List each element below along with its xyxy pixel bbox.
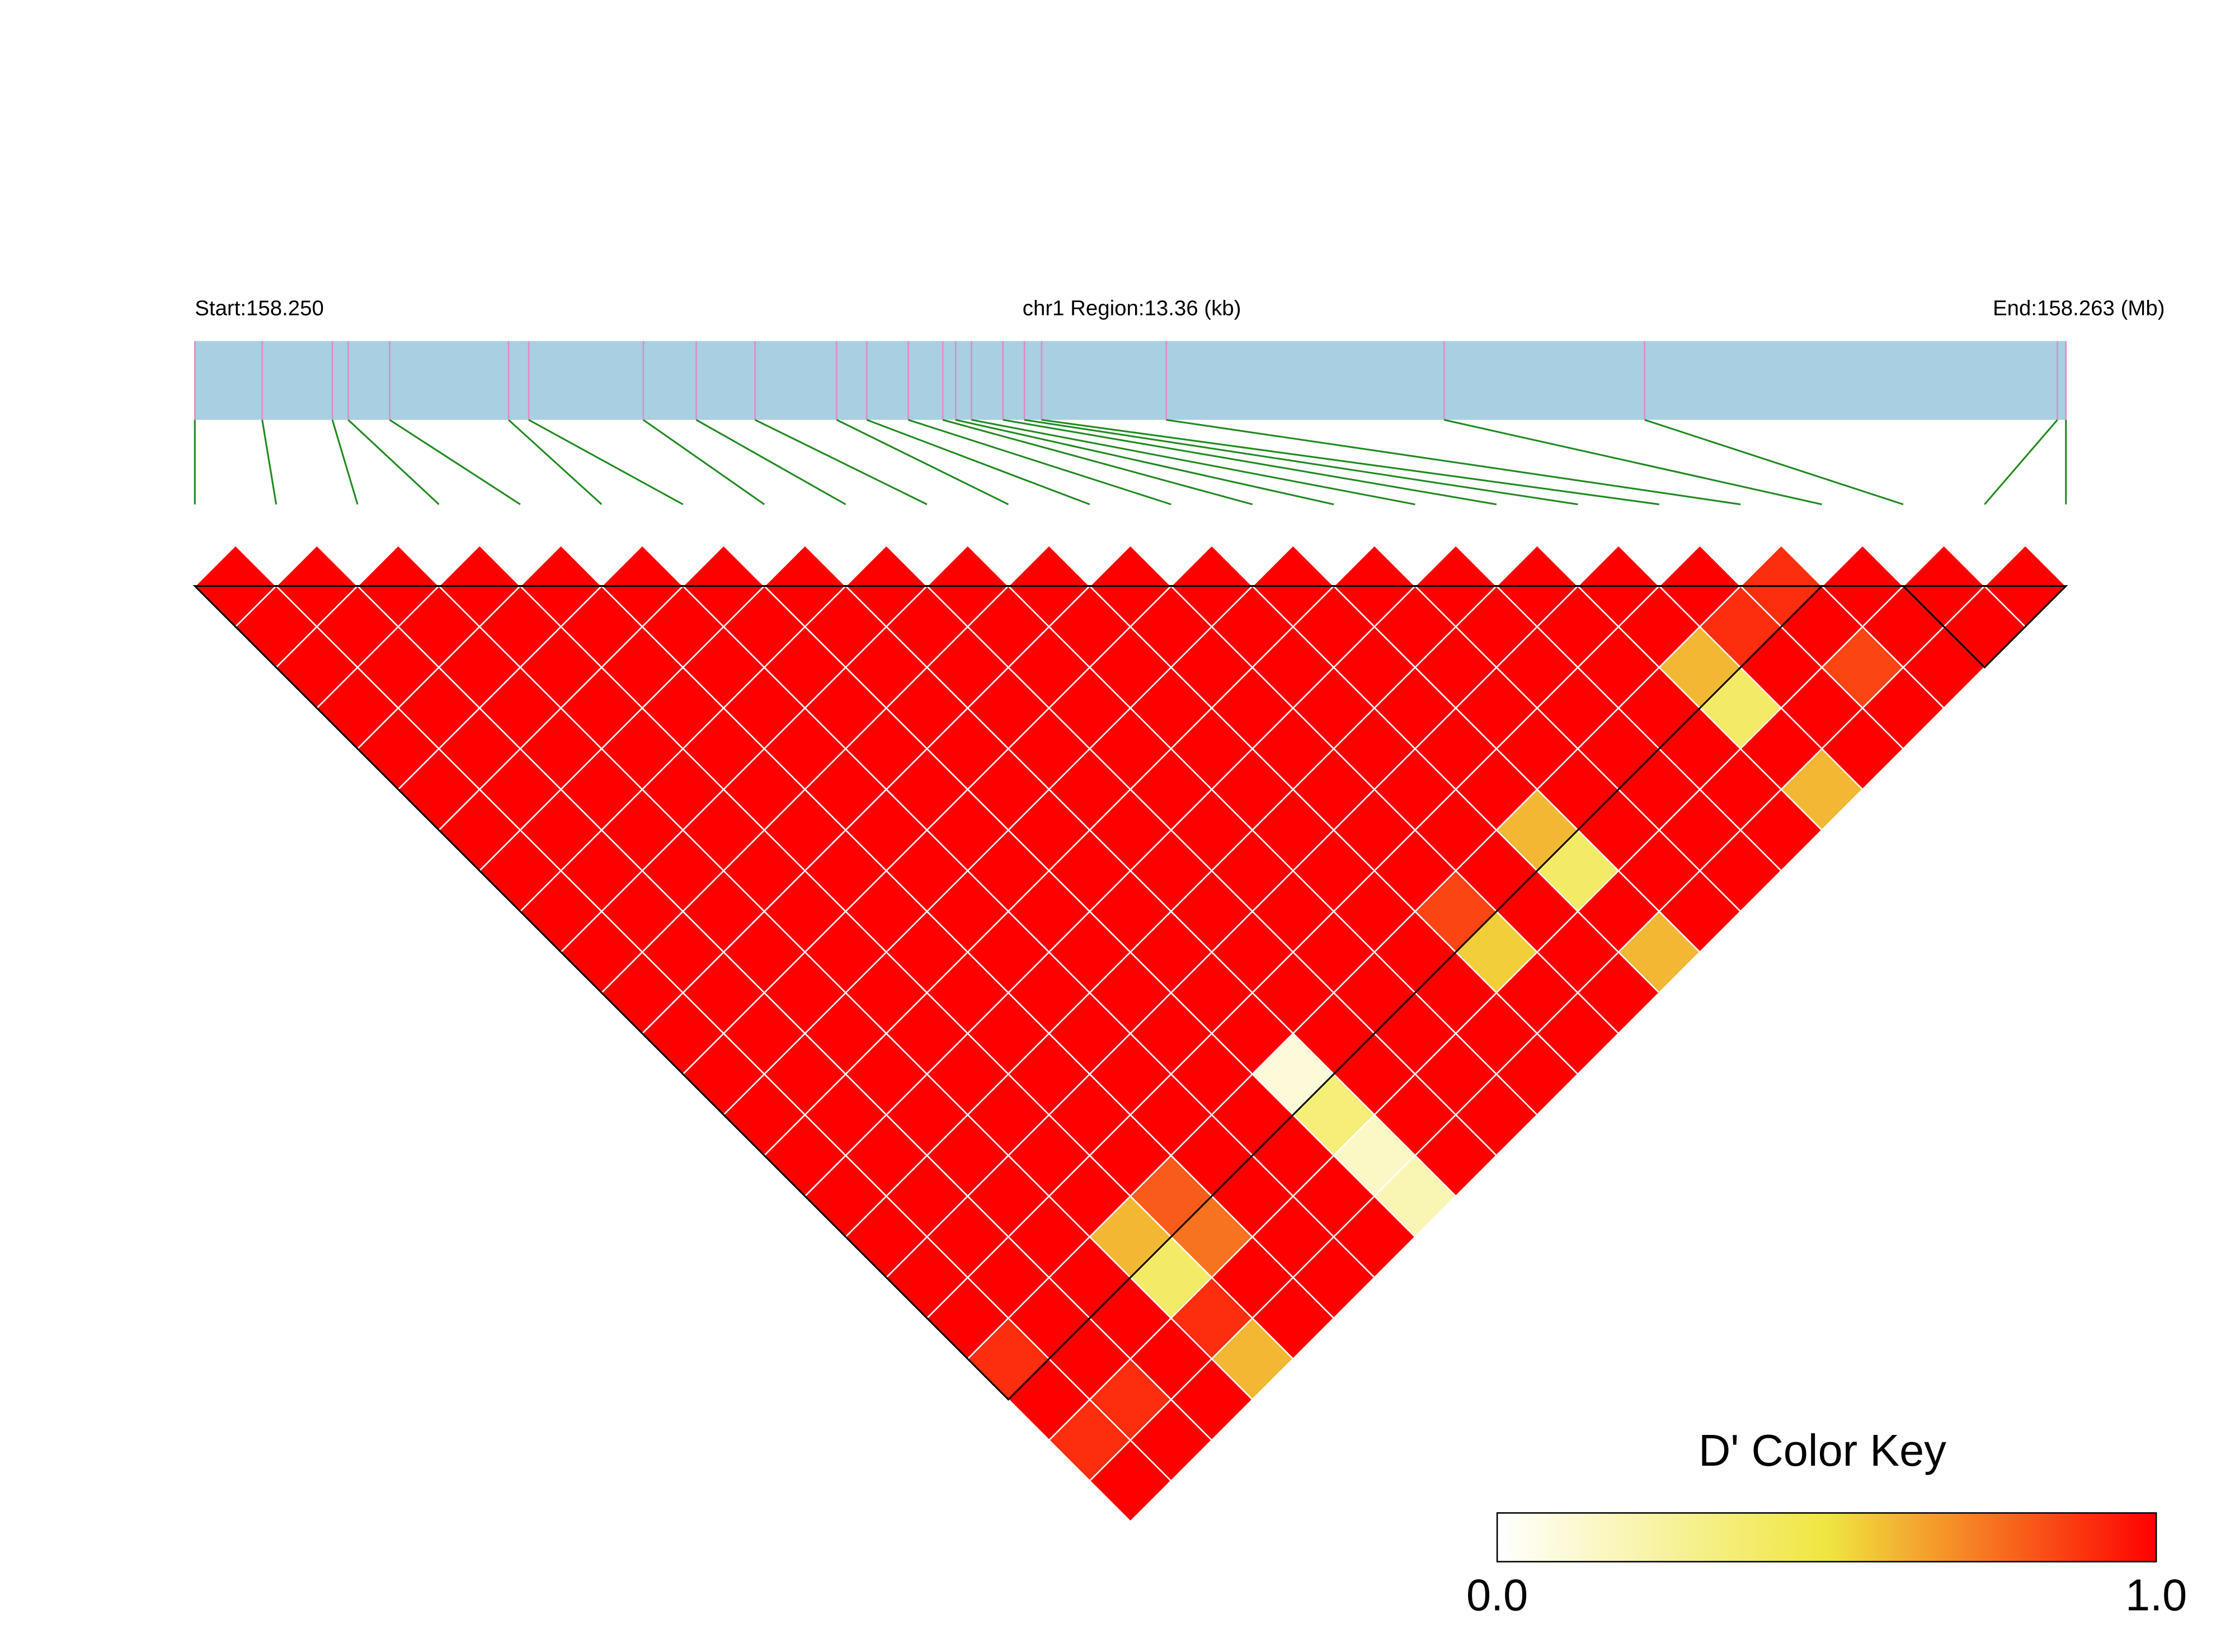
snp-connector <box>642 419 765 505</box>
snp-connector <box>528 419 684 505</box>
snp-connector <box>1041 418 1659 506</box>
snp-connector <box>1003 418 1497 506</box>
snp-connector <box>1644 419 1904 506</box>
snp-connector <box>971 418 1415 506</box>
snp-connector <box>908 419 1171 506</box>
start-label: Start:158.250 <box>195 296 324 321</box>
snp-connector <box>261 420 277 505</box>
color-key-bar <box>1496 1512 2157 1562</box>
snp-connector <box>754 419 928 505</box>
snp-connector <box>1984 419 2058 505</box>
color-key-label: 0.0 <box>1466 1570 1528 1620</box>
snp-connector <box>1166 418 1741 506</box>
snp-connector <box>508 419 603 505</box>
snp-connector <box>955 418 1334 506</box>
color-key-label: 1.0 <box>2125 1570 2187 1620</box>
snp-connector <box>1024 418 1578 506</box>
snp-connector <box>695 419 846 505</box>
block-outline <box>1901 585 2068 669</box>
key-title: D' Color Key <box>1698 1425 1946 1475</box>
snp-connector <box>347 419 440 505</box>
snp-connector <box>1443 418 1822 506</box>
block-outline <box>192 585 1824 1401</box>
end-label: End:158.263 (Mb) <box>1993 296 2165 321</box>
snp-connector <box>942 419 1253 506</box>
snp-connector <box>836 419 1009 505</box>
region-label: chr1 Region:13.36 (kb) <box>1023 296 1241 321</box>
region-bar <box>195 341 2066 420</box>
snp-connector <box>331 420 359 505</box>
snp-connector <box>389 419 521 505</box>
snp-connector <box>866 419 1090 506</box>
